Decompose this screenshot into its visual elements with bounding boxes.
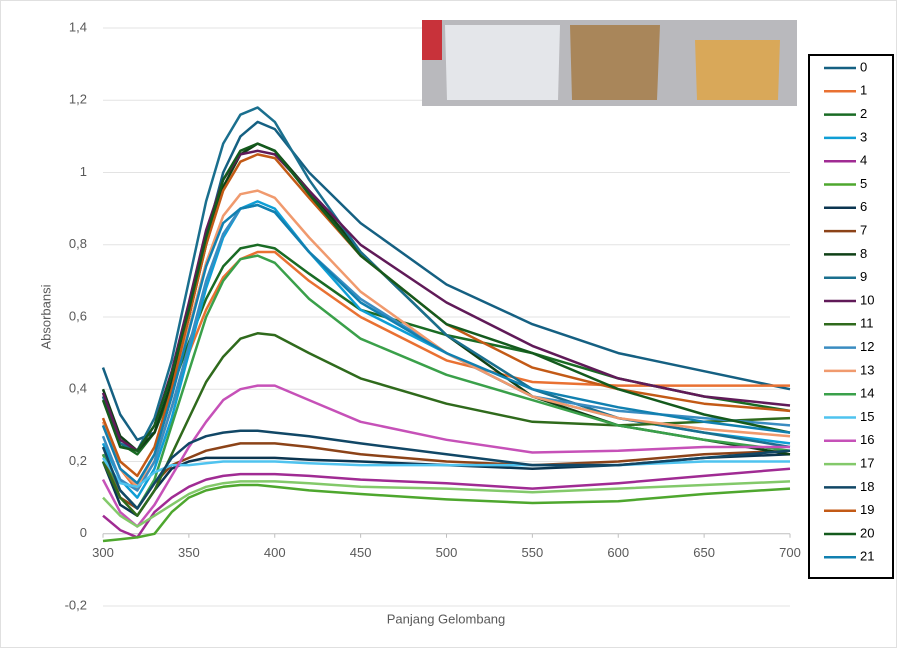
legend-label: 6 [860, 199, 867, 214]
x-tick-label: 350 [178, 545, 200, 560]
legend-label: 21 [860, 549, 874, 564]
y-tick-label: 1,4 [69, 19, 87, 34]
legend-label: 5 [860, 176, 867, 191]
legend-label: 20 [860, 525, 874, 540]
legend-label: 0 [860, 59, 867, 74]
x-tick-label: 700 [779, 545, 801, 560]
y-tick-label: -0,2 [65, 597, 87, 612]
beaker [445, 25, 560, 100]
beaker [570, 25, 660, 100]
legend-label: 16 [860, 432, 874, 447]
x-tick-label: 600 [607, 545, 629, 560]
legend-label: 10 [860, 292, 874, 307]
legend-label: 4 [860, 153, 867, 168]
legend-label: 15 [860, 409, 874, 424]
x-tick-label: 500 [436, 545, 458, 560]
inset-photo [422, 20, 797, 106]
x-tick-label: 550 [522, 545, 544, 560]
y-tick-label: 1,2 [69, 92, 87, 107]
legend-box [809, 55, 893, 578]
y-tick-label: 1 [80, 164, 87, 179]
beaker [695, 40, 780, 100]
legend-label: 13 [860, 362, 874, 377]
photo-detail [422, 20, 442, 60]
legend-label: 9 [860, 269, 867, 284]
legend-label: 18 [860, 479, 874, 494]
legend-label: 14 [860, 386, 874, 401]
y-tick-label: 0,8 [69, 236, 87, 251]
x-tick-label: 400 [264, 545, 286, 560]
legend-label: 7 [860, 223, 867, 238]
legend-label: 1 [860, 83, 867, 98]
x-axis-label: Panjang Gelombang [387, 611, 506, 626]
legend-label: 11 [860, 316, 874, 331]
legend-label: 19 [860, 502, 874, 517]
x-tick-label: 650 [693, 545, 715, 560]
x-tick-label: 300 [92, 545, 114, 560]
y-axis-label: Absorbansi [38, 284, 53, 349]
y-tick-label: 0,4 [69, 381, 87, 396]
x-tick-label: 450 [350, 545, 372, 560]
legend-label: 17 [860, 456, 874, 471]
legend-label: 12 [860, 339, 874, 354]
legend-label: 2 [860, 106, 867, 121]
chart: -0,200,20,40,60,811,21,43003504004505005… [0, 0, 897, 648]
legend-label: 3 [860, 129, 867, 144]
y-tick-label: 0,2 [69, 453, 87, 468]
legend-label: 8 [860, 246, 867, 261]
y-tick-label: 0,6 [69, 308, 87, 323]
y-tick-label: 0 [80, 525, 87, 540]
